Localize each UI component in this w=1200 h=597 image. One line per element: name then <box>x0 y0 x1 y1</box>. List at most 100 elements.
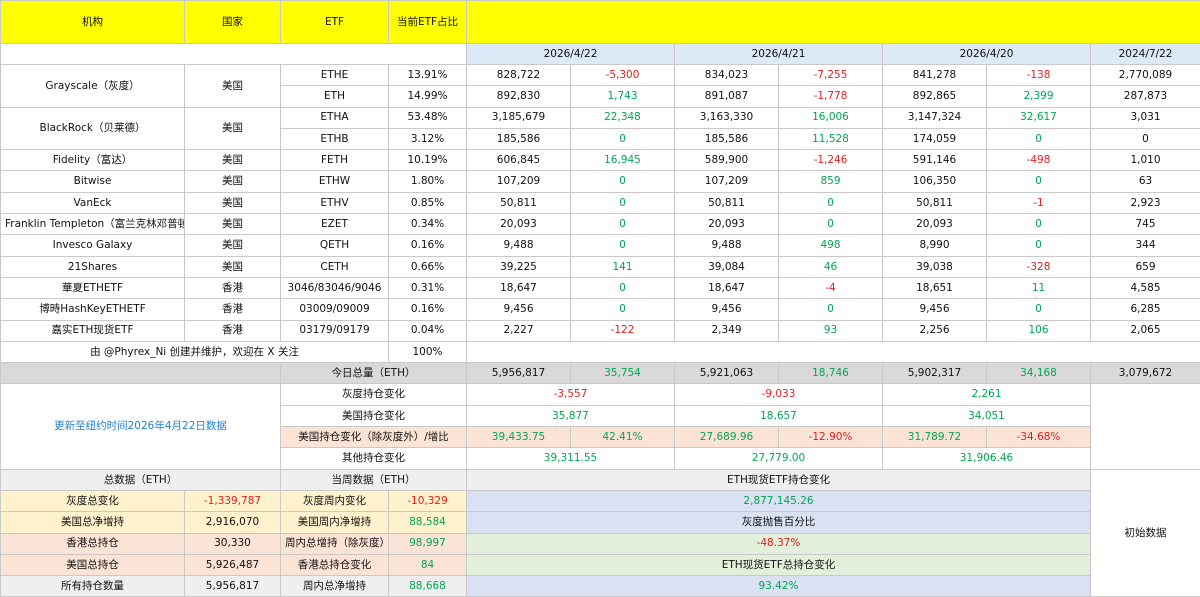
change-value: 11 <box>987 277 1091 298</box>
etf-share: 0.31% <box>389 277 467 298</box>
holding-value: 50,811 <box>883 192 987 213</box>
summary-week-value: 84 <box>389 554 467 575</box>
etf-share: 53.48% <box>389 107 467 128</box>
etf-ticker: ETHE <box>281 65 389 86</box>
etf-share: 10.19% <box>389 150 467 171</box>
holding-value: 18,647 <box>675 277 779 298</box>
us-ex-gray-change-value: 39,433.75 <box>467 427 571 448</box>
gray-change-value: -3,557 <box>467 384 675 405</box>
summary-week-label: 周内总增持（除灰度） <box>281 533 389 554</box>
us-ex-gray-change-pct: -12.90% <box>779 427 883 448</box>
credit-share: 100% <box>389 341 467 362</box>
holding-value: 9,456 <box>467 299 571 320</box>
summary-total-label: 所有持仓数量 <box>1 576 185 597</box>
etf-share: 0.34% <box>389 214 467 235</box>
holding-value: 591,146 <box>883 150 987 171</box>
country: 美国 <box>185 150 281 171</box>
summary-week-value: 88,584 <box>389 512 467 533</box>
change-value: -5,300 <box>571 65 675 86</box>
holding-value: 8,990 <box>883 235 987 256</box>
etf-ticker: EZET <box>281 214 389 235</box>
holding-value: 834,023 <box>675 65 779 86</box>
change-value: 0 <box>571 171 675 192</box>
summary-total-label: 灰度总变化 <box>1 490 185 511</box>
change-value: 46 <box>779 256 883 277</box>
holding-value: 2,349 <box>675 320 779 341</box>
update-note: 更新至纽约时间2026年4月22日数据 <box>1 384 281 469</box>
change-label: 美国持仓变化 <box>281 405 467 426</box>
holding-value: 20,093 <box>675 214 779 235</box>
date-header-spacer <box>1 44 467 65</box>
country: 美国 <box>185 214 281 235</box>
etf-ticker: ETH <box>281 86 389 107</box>
change-value: 32,617 <box>987 107 1091 128</box>
change-value: 0 <box>987 299 1091 320</box>
summary-header-row: 总数据（ETH）当周数据（ETH）ETH现货ETF持仓变化初始数据 <box>1 469 1200 490</box>
change-label: 美国持仓变化（除灰度外）/增比 <box>281 427 467 448</box>
change-value: -1,246 <box>779 150 883 171</box>
summary-week-label: 美国周内净增持 <box>281 512 389 533</box>
summary-total-value: 5,926,487 <box>185 554 281 575</box>
holding-value: 589,900 <box>675 150 779 171</box>
etf-share: 14.99% <box>389 86 467 107</box>
institution-name: 嘉实ETH现货ETF <box>1 320 185 341</box>
us-ex-gray-change-pct: -34.68% <box>987 427 1091 448</box>
holding-value: 174,059 <box>883 128 987 149</box>
holding-value: 2,923 <box>1091 192 1200 213</box>
us-ex-gray-change-value: 31,789.72 <box>883 427 987 448</box>
country: 美国 <box>185 171 281 192</box>
summary-week-value: 98,997 <box>389 533 467 554</box>
change-value: 16,945 <box>571 150 675 171</box>
week-data-title: 当周数据（ETH） <box>281 469 467 490</box>
change-value: 0 <box>571 192 675 213</box>
etf-share: 0.04% <box>389 320 467 341</box>
holding-value: 1,010 <box>1091 150 1200 171</box>
us-change-value: 34,051 <box>883 405 1091 426</box>
summary-total-value: -1,339,787 <box>185 490 281 511</box>
institution-name: 21Shares <box>1 256 185 277</box>
summary-total-value: 2,916,070 <box>185 512 281 533</box>
change-spacer <box>1091 384 1200 469</box>
change-value: -122 <box>571 320 675 341</box>
etf-share: 0.85% <box>389 192 467 213</box>
holding-value: 50,811 <box>675 192 779 213</box>
summary-spot-cell: 93.42% <box>467 576 1091 597</box>
change-value: 498 <box>779 235 883 256</box>
date-header: 2026/4/20 <box>883 44 1091 65</box>
country: 美国 <box>185 256 281 277</box>
header-etf: ETF <box>281 1 389 44</box>
gray-change-value: -9,033 <box>675 384 883 405</box>
country: 香港 <box>185 299 281 320</box>
holding-value: 39,038 <box>883 256 987 277</box>
holding-value: 3,147,324 <box>883 107 987 128</box>
holding-value: 745 <box>1091 214 1200 235</box>
etf-ticker: ETHW <box>281 171 389 192</box>
holding-value: 20,093 <box>883 214 987 235</box>
change-value: 0 <box>571 299 675 320</box>
holding-value: 892,830 <box>467 86 571 107</box>
change-value: 0 <box>987 128 1091 149</box>
change-value: 0 <box>571 214 675 235</box>
total-value: 5,902,317 <box>883 363 987 384</box>
total-data-title: 总数据（ETH） <box>1 469 281 490</box>
summary-total-value: 5,956,817 <box>185 576 281 597</box>
summary-total-label: 香港总持仓 <box>1 533 185 554</box>
holding-value: 891,087 <box>675 86 779 107</box>
holding-value: 828,722 <box>467 65 571 86</box>
etf-share: 1.80% <box>389 171 467 192</box>
change-value: 22,348 <box>571 107 675 128</box>
holding-value: 2,065 <box>1091 320 1200 341</box>
holding-value: 2,256 <box>883 320 987 341</box>
header-share: 当前ETF占比 <box>389 1 467 44</box>
change-value: 0 <box>779 299 883 320</box>
institution-name: VanEck <box>1 192 185 213</box>
summary-total-label: 美国总持仓 <box>1 554 185 575</box>
change-value: 2,399 <box>987 86 1091 107</box>
header-row: 机构 国家 ETF 当前ETF占比 <box>1 1 1200 44</box>
